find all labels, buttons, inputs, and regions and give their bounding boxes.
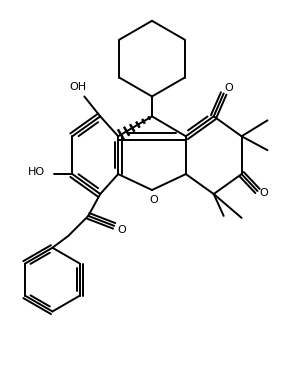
Text: OH: OH (70, 83, 87, 92)
Text: O: O (224, 83, 233, 94)
Text: O: O (118, 225, 126, 235)
Text: O: O (150, 195, 158, 205)
Text: HO: HO (28, 167, 45, 177)
Text: O: O (259, 188, 268, 198)
